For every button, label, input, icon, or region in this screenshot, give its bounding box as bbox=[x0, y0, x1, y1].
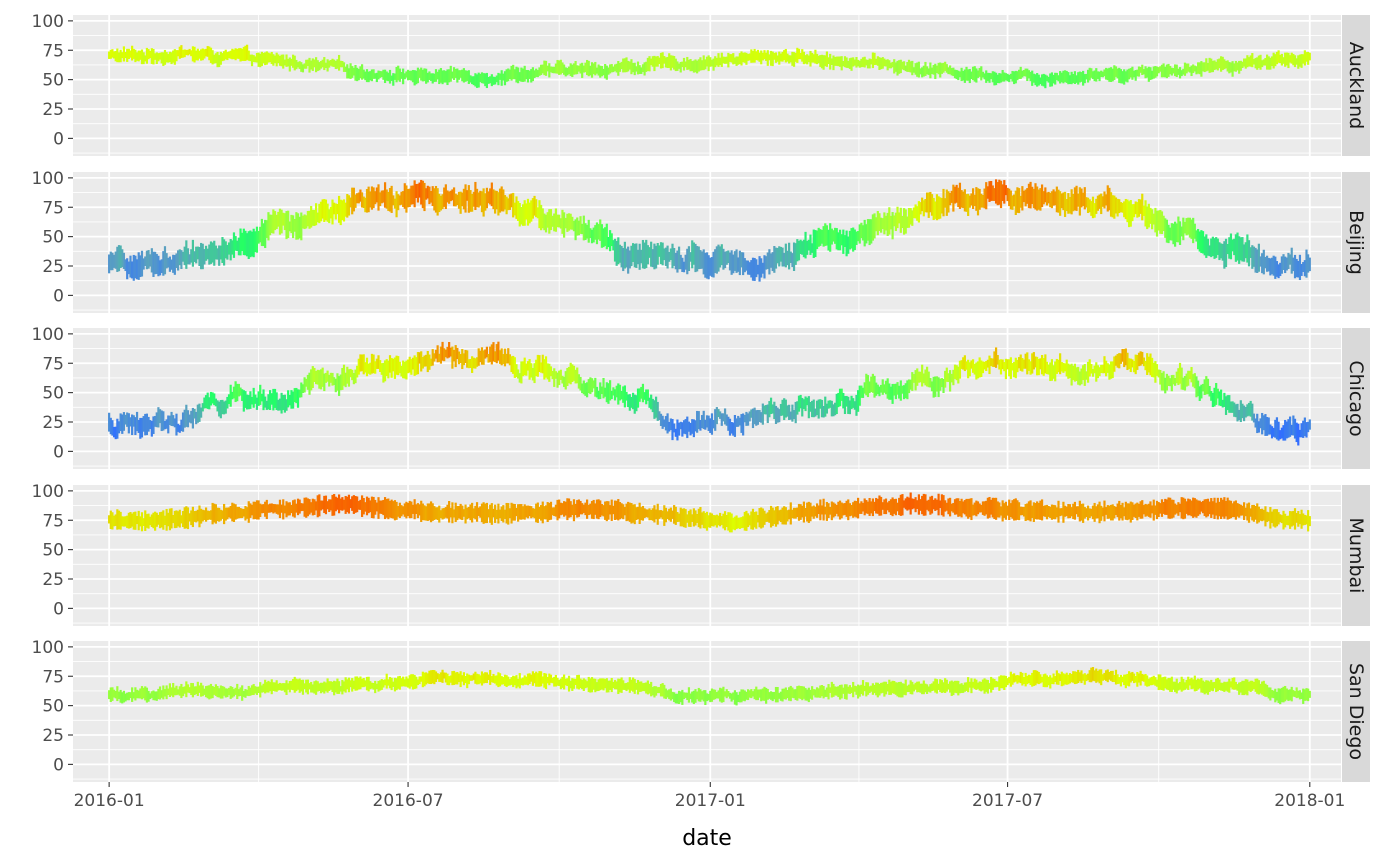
y-tick-label: 75 bbox=[42, 41, 64, 61]
facet-panel-chicago: 0 25 50 75 100 Chicago bbox=[32, 325, 1370, 469]
y-tick-label: 50 bbox=[42, 71, 64, 91]
series-mumbai bbox=[108, 492, 1311, 533]
facet-label: Chicago bbox=[1345, 360, 1367, 436]
y-tick-label: 25 bbox=[42, 257, 64, 277]
facet-strip bbox=[1342, 328, 1370, 469]
y-tick-label: 25 bbox=[42, 413, 64, 433]
panel-background bbox=[73, 172, 1341, 313]
y-tick-label: 50 bbox=[42, 541, 64, 561]
y-tick-label: 0 bbox=[53, 755, 64, 775]
y-tick-label: 75 bbox=[42, 198, 64, 218]
y-tick-label: 75 bbox=[42, 511, 64, 531]
y-tick-label: 25 bbox=[42, 726, 64, 746]
facet-panel-beijing: 0 25 50 75 100 Beijing bbox=[32, 169, 1370, 313]
x-tick-label: 2017-01 bbox=[675, 791, 746, 811]
series-auckland bbox=[108, 44, 1311, 89]
y-tick-label: 0 bbox=[53, 442, 64, 462]
facet-label: San Diego bbox=[1345, 663, 1367, 760]
facet-panel-mumbai: 0 25 50 75 100 Mumbai bbox=[32, 482, 1370, 626]
y-tick-label: 100 bbox=[32, 169, 64, 189]
y-tick-label: 0 bbox=[53, 599, 64, 619]
y-tick-label: 100 bbox=[32, 482, 64, 502]
y-tick-label: 0 bbox=[53, 129, 64, 149]
x-tick-label: 2018-01 bbox=[1274, 791, 1345, 811]
y-tick-label: 50 bbox=[42, 697, 64, 717]
y-tick-label: 50 bbox=[42, 384, 64, 404]
x-axis: 2016-01 2016-07 2017-01 2017-07 2018-01 bbox=[74, 782, 1345, 811]
panel-background bbox=[73, 15, 1341, 156]
facet-panel-san-diego: 0 25 50 75 100 San Diego bbox=[32, 638, 1370, 782]
series-chicago bbox=[108, 341, 1311, 446]
panel-background bbox=[73, 641, 1341, 782]
facet-strip bbox=[1342, 641, 1370, 782]
y-tick-label: 0 bbox=[53, 286, 64, 306]
y-tick-label: 25 bbox=[42, 570, 64, 590]
y-tick-label: 75 bbox=[42, 667, 64, 687]
facet-strip bbox=[1342, 172, 1370, 313]
facet-strip bbox=[1342, 485, 1370, 626]
facet-label: Mumbai bbox=[1345, 518, 1367, 594]
y-tick-label: 25 bbox=[42, 100, 64, 120]
x-tick-label: 2016-07 bbox=[373, 791, 444, 811]
y-tick-label: 50 bbox=[42, 228, 64, 248]
x-axis-title: date bbox=[682, 826, 732, 851]
facet-panel-auckland: 0 25 50 75 100 Auckland bbox=[32, 12, 1370, 156]
y-tick-label: 100 bbox=[32, 638, 64, 658]
x-tick-label: 2016-01 bbox=[74, 791, 145, 811]
series-san-diego bbox=[108, 667, 1311, 706]
y-tick-label: 100 bbox=[32, 325, 64, 345]
facet-label: Beijing bbox=[1345, 210, 1367, 275]
facet-strip bbox=[1342, 15, 1370, 156]
facet-panels: 0 25 50 75 100 Auckland 0 25 50 75 100 Beijing 0 25 50… bbox=[32, 12, 1370, 782]
y-tick-label: 100 bbox=[32, 12, 64, 32]
x-tick-label: 2017-07 bbox=[972, 791, 1043, 811]
facet-label: Auckland bbox=[1345, 42, 1367, 130]
series-beijing bbox=[108, 179, 1311, 282]
y-tick-label: 75 bbox=[42, 354, 64, 374]
